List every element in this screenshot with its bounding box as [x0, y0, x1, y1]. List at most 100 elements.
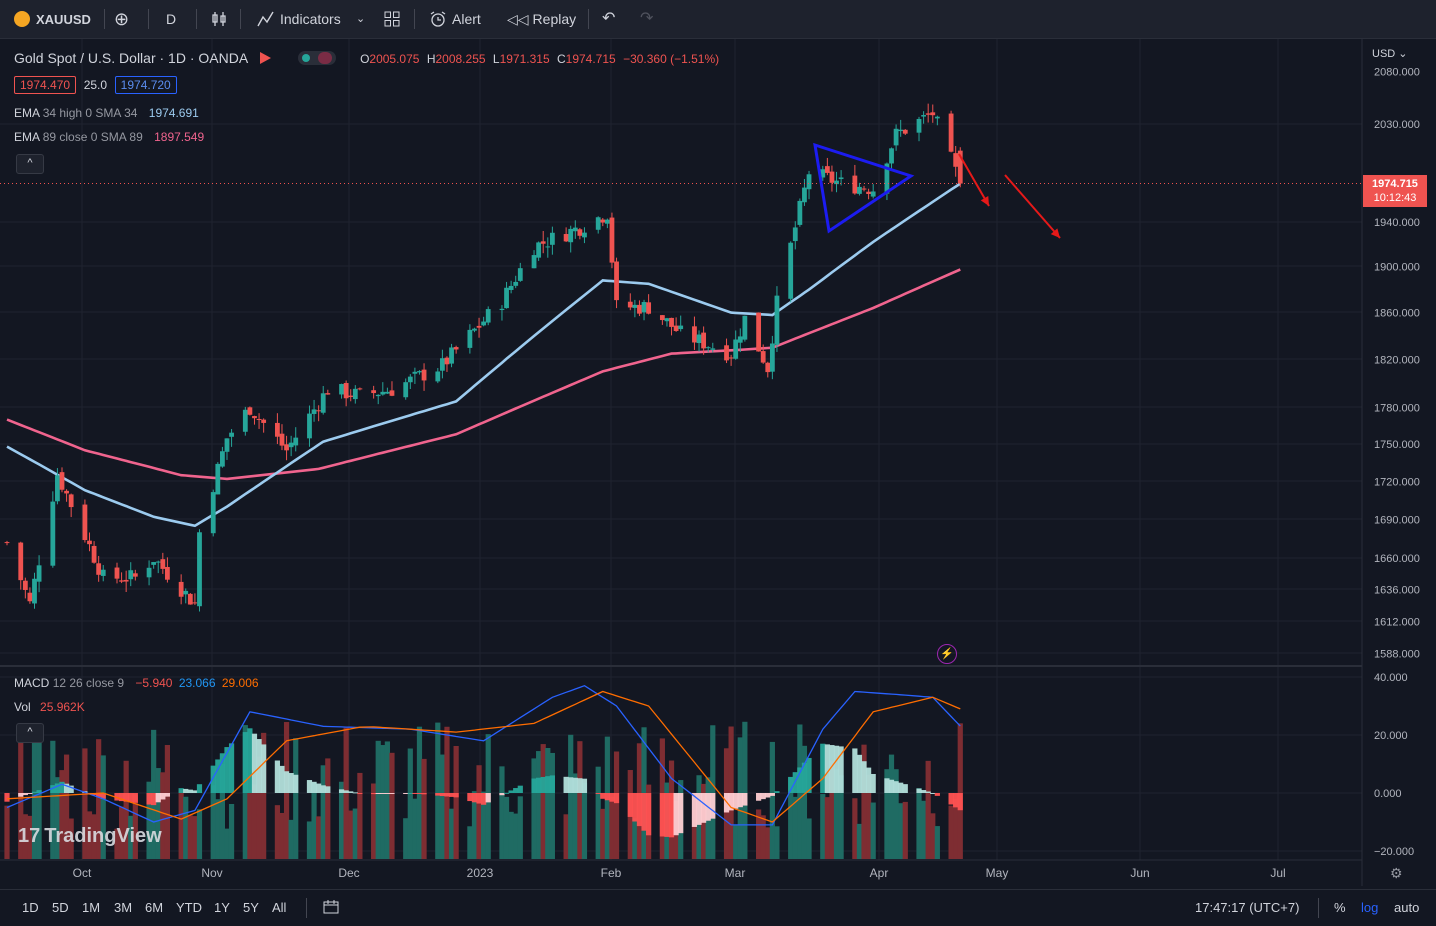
macd-hist-bar — [306, 780, 313, 793]
volume-bar — [916, 788, 922, 859]
macd-hist-bar — [160, 793, 166, 800]
range-button-1y[interactable]: 1Y — [214, 900, 230, 915]
macd-hist-bar — [668, 793, 675, 838]
volume-bar — [416, 726, 423, 859]
price-tick-label: 1660.000 — [1374, 553, 1420, 565]
volume-bar — [371, 783, 377, 859]
percent-toggle[interactable]: % — [1334, 900, 1346, 915]
candle-body — [384, 391, 390, 394]
volume-bar — [710, 725, 716, 859]
triangle-pattern — [813, 142, 915, 234]
log-toggle[interactable]: log — [1361, 900, 1379, 915]
interval-button[interactable]: D — [166, 11, 177, 27]
range-button-5d[interactable]: 5D — [52, 900, 69, 915]
templates-icon[interactable] — [383, 0, 401, 38]
macd-hist-bar — [128, 793, 134, 803]
macd-hist-bar — [164, 793, 171, 797]
redo-icon[interactable]: ↷ — [640, 10, 654, 27]
candle-body — [838, 177, 844, 180]
macd-hist-bar — [228, 743, 235, 793]
collapse-legend-button[interactable]: ^ — [16, 154, 44, 174]
candle-body — [893, 128, 899, 146]
candle-body — [820, 169, 826, 178]
currency-selector[interactable]: USD ⌄ — [1372, 48, 1408, 60]
collapse-pane-button[interactable]: ^ — [16, 723, 44, 743]
price-tick-label: 2080.000 — [1374, 67, 1420, 79]
candle-body — [343, 383, 349, 399]
macd-hist-bar — [288, 773, 294, 793]
date-range-icon[interactable] — [322, 890, 340, 926]
time-tick-label: Nov — [201, 866, 222, 880]
volume-bar — [389, 752, 395, 859]
add-symbol-icon[interactable]: ⊕ — [114, 9, 130, 29]
settings-gear-icon[interactable]: ⚙ — [1390, 865, 1403, 881]
close-label: C — [556, 52, 566, 66]
down-arrow — [1004, 174, 1061, 239]
candle-body — [646, 302, 652, 314]
volume-bar — [609, 796, 615, 859]
alert-button[interactable]: Alert — [428, 0, 481, 38]
candle-body — [472, 328, 477, 331]
candle-body — [824, 166, 830, 173]
range-button-1d[interactable]: 1D — [22, 900, 39, 915]
indicators-button[interactable]: Indicators — [256, 0, 341, 38]
macd-hist-bar — [600, 793, 606, 799]
macd-hist-bar — [320, 785, 326, 793]
replay-button[interactable]: ◁◁ Replay — [507, 0, 576, 38]
ema34-legend[interactable]: EMA 34 high 0 SMA 34 1974.691 — [14, 106, 199, 120]
range-button-all[interactable]: All — [272, 900, 287, 915]
undo-icon[interactable]: ↶ — [602, 10, 616, 27]
macd-hist-bar — [100, 793, 106, 799]
toolbar-divider — [414, 9, 415, 29]
macd-hist-bar — [403, 793, 409, 794]
volume-bar — [228, 803, 235, 859]
macd-hist-bar — [196, 784, 203, 793]
volume-bar — [549, 752, 555, 859]
macd-hist-bar — [609, 793, 615, 802]
volume-legend[interactable]: Vol 25.962K — [14, 700, 85, 714]
macd-hist-bar — [261, 744, 267, 793]
clock-time[interactable]: 17:47:17 (UTC+7) — [1195, 900, 1300, 915]
macd-hist-bar — [18, 793, 24, 797]
range-button-3m[interactable]: 3M — [114, 900, 133, 915]
macd-hist-bar — [371, 793, 377, 795]
chart-area[interactable]: 2080.000 2030.000 1940.000 1900.000 1860.000… — [0, 39, 1436, 886]
volume-bar — [320, 765, 326, 859]
candle-body — [669, 317, 674, 327]
volume-bar — [22, 814, 28, 859]
auto-toggle[interactable]: auto — [1394, 900, 1420, 915]
candle-body — [119, 580, 124, 582]
candles-style-icon[interactable] — [210, 0, 228, 38]
macd-hist-bar — [838, 746, 844, 793]
macd-tick-label: 0.000 — [1374, 788, 1402, 800]
candle-body — [614, 261, 619, 301]
chart-canvas[interactable]: 2080.000 2030.000 1940.000 1900.000 1860.000… — [0, 39, 1436, 886]
macd-hist-bar — [247, 728, 253, 793]
volume-bar — [499, 766, 505, 859]
macd-hist-bar — [691, 793, 698, 827]
buy-price-button[interactable]: 1974.720 — [114, 76, 177, 94]
chevron-down-icon[interactable]: ⌄ — [356, 13, 366, 25]
volume-bar — [536, 751, 542, 859]
macd-hist-bar — [549, 775, 555, 793]
sell-price-button[interactable]: 1974.470 — [14, 76, 77, 94]
volume-bar — [870, 802, 876, 859]
symbol-search[interactable]: XAUUSD — [14, 0, 91, 38]
macd-hist-bar — [788, 776, 794, 793]
range-button-5y[interactable]: 5Y — [243, 900, 259, 915]
volume-bar — [545, 747, 551, 859]
low-label: L — [492, 52, 500, 66]
candle-body — [930, 112, 936, 116]
range-button-1m[interactable]: 1M — [82, 900, 101, 915]
macd-legend[interactable]: MACD 12 26 close 9 −5.940 23.066 29.006 — [14, 676, 259, 690]
range-button-6m[interactable]: 6M — [145, 900, 164, 915]
ema89-legend[interactable]: EMA 89 close 0 SMA 89 1897.549 — [14, 130, 204, 144]
range-button-ytd[interactable]: YTD — [176, 900, 202, 915]
volume-bar — [128, 815, 134, 859]
candle-body — [829, 171, 835, 183]
lightning-icon[interactable]: ⚡ — [937, 644, 957, 664]
candle-body — [582, 232, 587, 238]
macd-hist-bar — [824, 744, 830, 793]
macd-hist-bar — [861, 761, 867, 793]
candle-body — [439, 358, 445, 371]
